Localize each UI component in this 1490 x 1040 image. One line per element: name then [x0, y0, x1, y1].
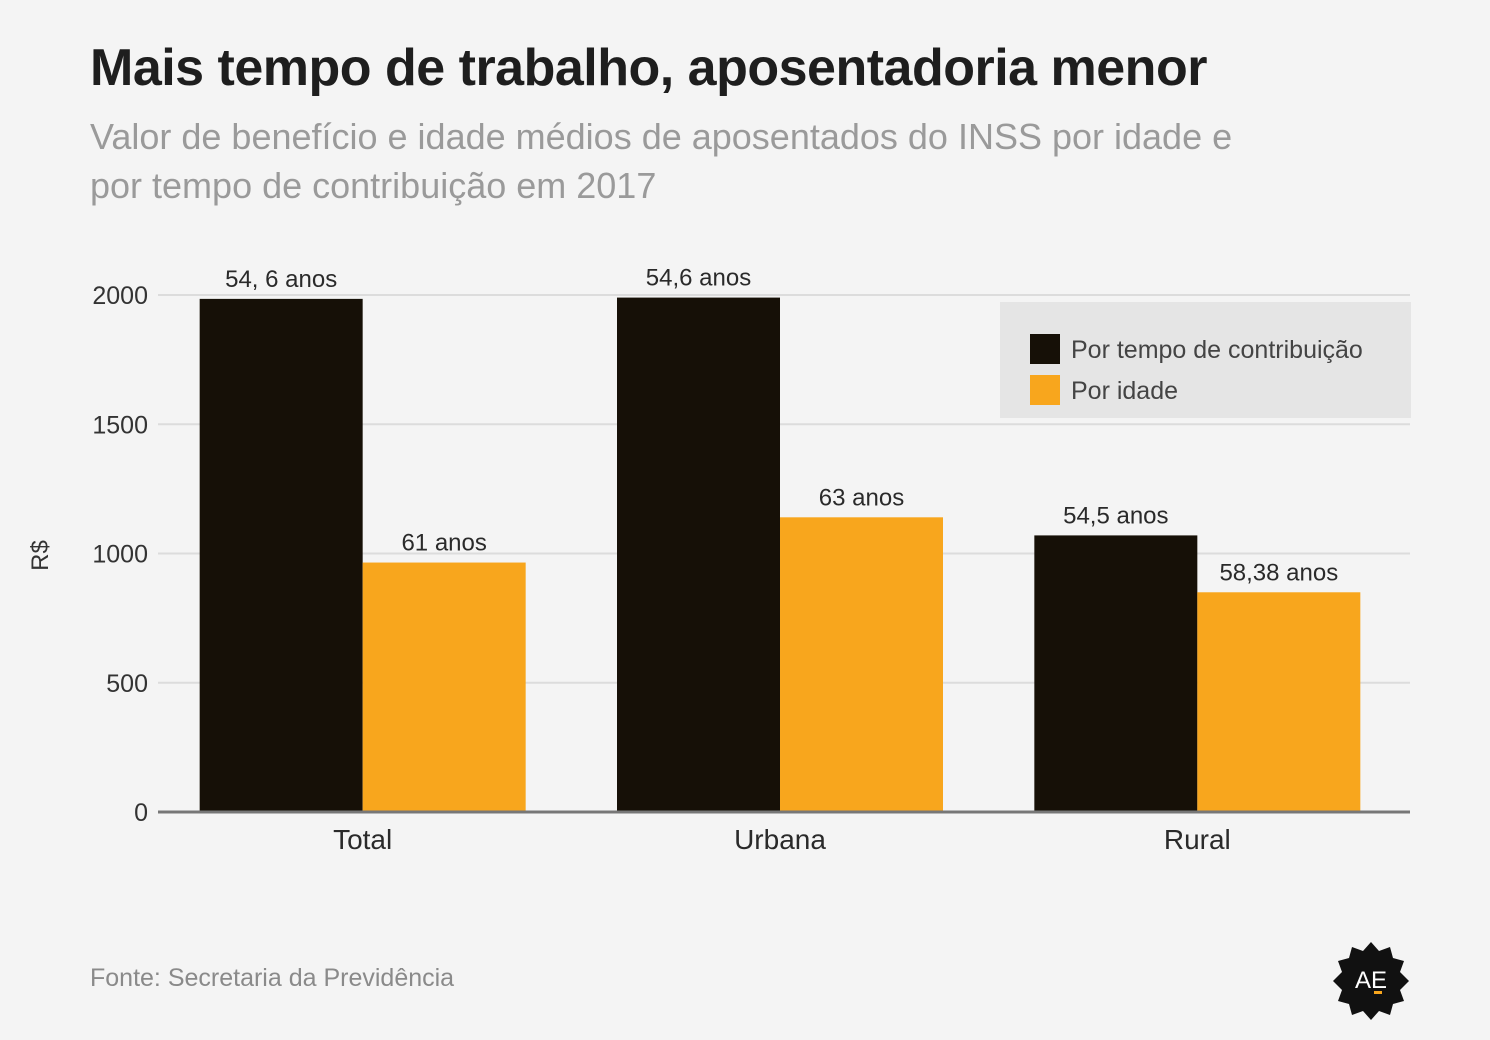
data-label: 54,5 anos [1063, 502, 1168, 529]
bar [1034, 535, 1198, 812]
logo-accent [1374, 991, 1382, 994]
chart-subtitle: Valor de benefício e idade médios de apo… [90, 116, 1233, 206]
bar [617, 297, 780, 813]
x-tick-label: Urbana [734, 824, 826, 855]
chart-title: Mais tempo de trabalho, aposentadoria me… [90, 39, 1207, 97]
x-tick-label: Total [333, 824, 392, 855]
bar [1197, 592, 1361, 812]
legend-label: Por idade [1071, 377, 1178, 405]
y-tick-label: 0 [134, 799, 148, 827]
y-axis-label: R$ [27, 540, 54, 571]
data-label: 63 anos [819, 484, 904, 511]
bar [362, 562, 526, 812]
legend-swatch [1030, 334, 1060, 364]
legend-swatch [1030, 375, 1060, 405]
data-label: 61 anos [401, 530, 486, 557]
data-label: 54,6 anos [646, 265, 751, 292]
bar [199, 298, 363, 812]
ae-logo: AE [1333, 942, 1409, 1020]
x-tick-label: Rural [1164, 824, 1231, 855]
logo-badge-shape [1333, 942, 1409, 1020]
logo-text: AE [1355, 967, 1387, 994]
source-note: Fonte: Secretaria da Previdência [90, 964, 455, 992]
y-tick-label: 1500 [92, 411, 148, 439]
y-tick-label: 2000 [92, 282, 148, 310]
data-label: 58,38 anos [1219, 559, 1338, 586]
bar [780, 517, 943, 812]
y-tick-label: 500 [106, 670, 148, 698]
legend-label: Por tempo de contribuição [1071, 336, 1363, 364]
data-label: 54, 6 anos [225, 266, 337, 293]
legend-box [1000, 302, 1411, 418]
y-tick-label: 1000 [92, 541, 148, 569]
